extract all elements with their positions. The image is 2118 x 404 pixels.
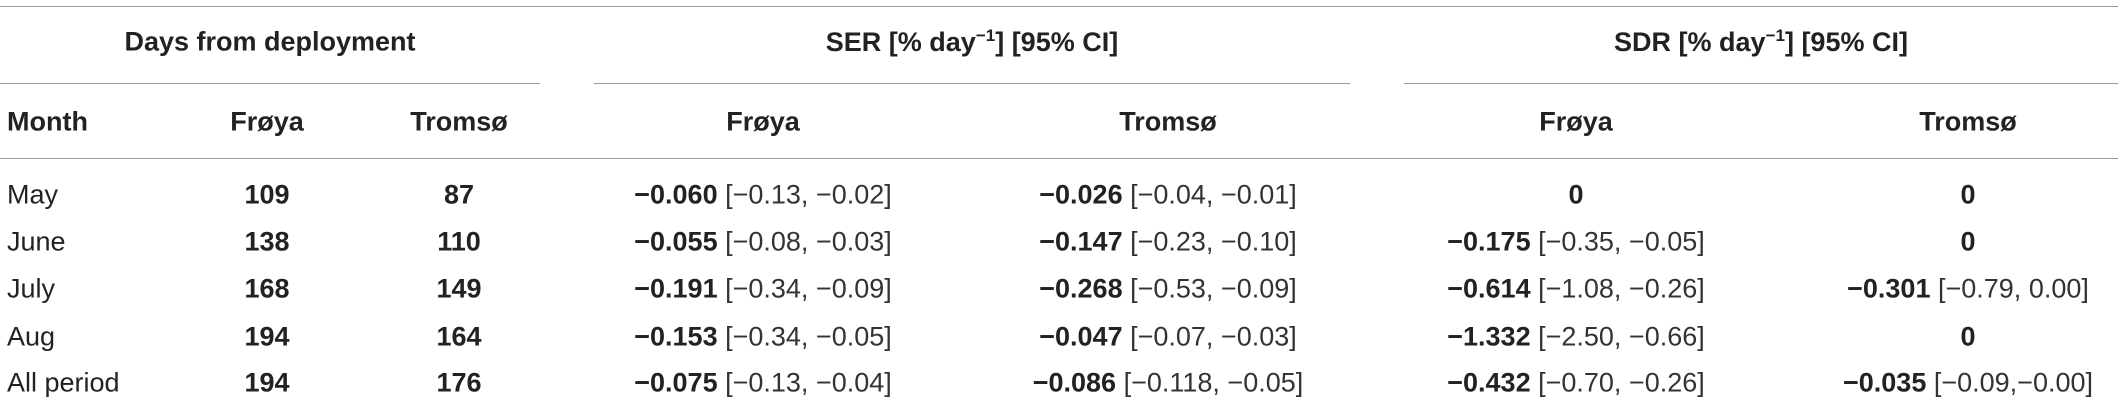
days-cell: 168: [244, 273, 290, 304]
rate-cell: −0.301 [−0.79, 0.00]: [1847, 274, 2089, 305]
rate-value: −0.055: [634, 226, 718, 257]
days-cell: 194: [244, 367, 290, 398]
confidence-interval: [−2.50, −0.66]: [1538, 321, 1705, 352]
days-cell: 149: [436, 273, 482, 304]
days-cell: 194: [244, 321, 290, 352]
column-header: Tromsø: [410, 106, 508, 137]
group-header-text: SER [% day: [825, 27, 976, 57]
rate-cell: −0.432 [−0.70, −0.26]: [1447, 368, 1705, 399]
confidence-interval: [−0.13, −0.02]: [725, 179, 892, 210]
group-header: SER [% day−1] [95% CI]: [826, 26, 1118, 58]
rate-cell: −0.147 [−0.23, −0.10]: [1039, 227, 1297, 258]
group-header: Days from deployment: [124, 26, 416, 57]
rate-value: 0: [1960, 179, 1976, 210]
rate-cell: −0.191 [−0.34, −0.09]: [634, 274, 892, 305]
confidence-interval: [−0.34, −0.09]: [725, 273, 892, 304]
rate-cell: 0: [1960, 180, 1975, 211]
days-cell: 164: [436, 321, 482, 352]
superscript: −1: [1765, 26, 1785, 45]
confidence-interval: [−0.07, −0.03]: [1130, 321, 1297, 352]
column-header: Tromsø: [1919, 106, 2017, 137]
group-underline: [594, 83, 1350, 84]
rate-value: −0.075: [634, 367, 718, 398]
rate-cell: −0.268 [−0.53, −0.09]: [1039, 274, 1297, 305]
rate-cell: −0.055 [−0.08, −0.03]: [634, 227, 892, 258]
rate-value: 0: [1960, 321, 1976, 352]
days-cell: 138: [244, 226, 290, 257]
rate-cell: −0.026 [−0.04, −0.01]: [1039, 180, 1297, 211]
rate-value: −0.268: [1039, 273, 1123, 304]
days-cell: 87: [443, 179, 475, 210]
row-label: July: [7, 273, 56, 304]
confidence-interval: [−0.53, −0.09]: [1130, 273, 1297, 304]
column-header: Month: [7, 106, 88, 137]
column-header: Frøya: [230, 106, 304, 137]
confidence-interval: [−0.35, −0.05]: [1538, 226, 1705, 257]
group-header-text: ] [95% CI]: [995, 27, 1119, 57]
group-underline: [0, 83, 540, 84]
rate-cell: −0.614 [−1.08, −0.26]: [1447, 274, 1705, 305]
rate-value: −0.301: [1847, 273, 1931, 304]
rate-cell: −1.332 [−2.50, −0.66]: [1447, 322, 1705, 353]
rate-cell: 0: [1960, 227, 1975, 258]
confidence-interval: [−0.70, −0.26]: [1538, 367, 1705, 398]
rate-value: −0.035: [1843, 367, 1927, 398]
confidence-interval: [−0.23, −0.10]: [1130, 226, 1297, 257]
row-label: All period: [7, 367, 120, 398]
confidence-interval: [−0.08, −0.03]: [725, 226, 892, 257]
rate-value: −0.614: [1447, 273, 1531, 304]
rate-cell: −0.060 [−0.13, −0.02]: [634, 180, 892, 211]
rate-value: −0.060: [634, 179, 718, 210]
group-header: SDR [% day−1] [95% CI]: [1614, 26, 1908, 58]
confidence-interval: [−0.09,−0.00]: [1933, 367, 2093, 398]
rate-value: −1.332: [1447, 321, 1531, 352]
rate-cell: −0.086 [−0.118, −0.05]: [1033, 368, 1304, 399]
days-cell: 109: [244, 179, 290, 210]
header-rule: [0, 158, 2118, 159]
confidence-interval: [−0.79, 0.00]: [1937, 273, 2089, 304]
rate-value: 0: [1960, 226, 1976, 257]
group-underline: [1404, 83, 2118, 84]
column-header: Frøya: [1539, 106, 1613, 137]
rate-value: −0.432: [1447, 367, 1531, 398]
rate-cell: 0: [1960, 322, 1975, 353]
rate-cell: −0.153 [−0.34, −0.05]: [634, 322, 892, 353]
rate-value: 0: [1568, 179, 1584, 210]
column-header: Frøya: [726, 106, 800, 137]
rate-cell: −0.075 [−0.13, −0.04]: [634, 368, 892, 399]
rate-value: −0.175: [1447, 226, 1531, 257]
rate-value: −0.191: [634, 273, 718, 304]
column-header: Tromsø: [1119, 106, 1217, 137]
rate-cell: 0: [1568, 180, 1583, 211]
rate-value: −0.086: [1032, 367, 1117, 398]
rate-cell: −0.175 [−0.35, −0.05]: [1447, 227, 1705, 258]
confidence-interval: [−0.04, −0.01]: [1130, 179, 1297, 210]
rate-cell: −0.047 [−0.07, −0.03]: [1039, 322, 1297, 353]
rate-value: −0.047: [1039, 321, 1123, 352]
days-cell: 176: [436, 367, 482, 398]
confidence-interval: [−0.13, −0.04]: [725, 367, 892, 398]
confidence-interval: [−0.34, −0.05]: [725, 321, 892, 352]
rate-cell: −0.035 [−0.09,−0.00]: [1843, 368, 2093, 399]
row-label: Aug: [7, 321, 56, 352]
confidence-interval: [−0.118, −0.05]: [1123, 367, 1304, 398]
rate-value: −0.153: [634, 321, 718, 352]
rate-value: −0.026: [1039, 179, 1123, 210]
row-label: May: [7, 179, 59, 210]
row-label: June: [7, 226, 66, 257]
rate-value: −0.147: [1039, 226, 1123, 257]
days-cell: 110: [437, 226, 481, 257]
group-header-text: SDR [% day: [1614, 27, 1766, 57]
superscript: −1: [975, 26, 996, 45]
confidence-interval: [−1.08, −0.26]: [1538, 273, 1705, 304]
group-header-text: ] [95% CI]: [1784, 27, 1908, 57]
top-rule: [0, 6, 2118, 7]
